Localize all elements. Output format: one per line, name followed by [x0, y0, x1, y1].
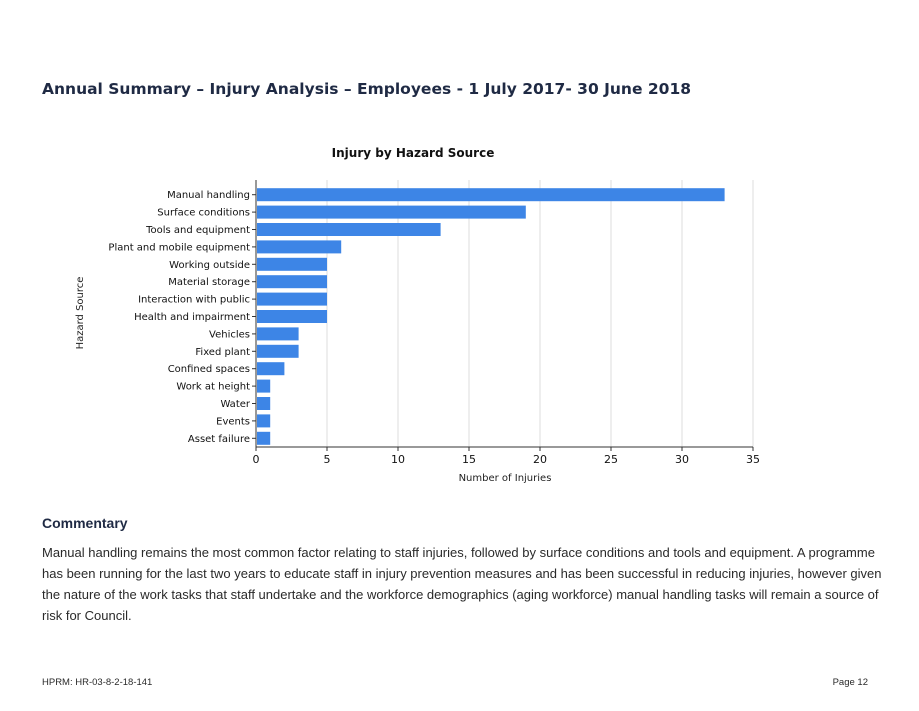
commentary-heading: Commentary	[42, 515, 128, 531]
bars	[257, 188, 725, 445]
commentary-text: Manual handling remains the most common …	[42, 545, 882, 623]
x-tick-label: 15	[462, 453, 476, 466]
y-tick-label: Vehicles	[209, 329, 250, 340]
bar	[257, 344, 299, 358]
y-tick-label: Material storage	[168, 277, 250, 288]
chart-title: Injury by Hazard Source	[332, 146, 495, 160]
x-tick-label: 20	[533, 453, 547, 466]
y-tick-label: Fixed plant	[195, 347, 250, 358]
bar	[257, 310, 327, 323]
y-axis-label: Hazard Source	[75, 277, 86, 350]
bar	[257, 414, 271, 428]
bar	[257, 205, 526, 219]
page-title: Annual Summary – Injury Analysis – Emplo…	[42, 80, 692, 98]
bar	[257, 275, 327, 289]
y-tick-label: Work at height	[176, 382, 250, 393]
y-tick-label: Health and impairment	[134, 312, 250, 323]
axes: 0 5 10 15 20 25 30 35 Manual handling Surface con…	[108, 180, 760, 466]
bar	[257, 257, 327, 271]
x-tick-label: 10	[391, 453, 405, 466]
y-tick-label: Plant and mobile equipment	[108, 242, 250, 253]
bar	[257, 188, 725, 202]
x-tick-label: 25	[604, 453, 618, 466]
y-tick-label: Interaction with public	[138, 295, 250, 306]
bar	[257, 379, 271, 393]
bar	[257, 362, 285, 376]
bar	[257, 292, 327, 306]
y-tick-label: Water	[220, 399, 250, 410]
y-tick-label: Asset failure	[188, 434, 250, 445]
bar	[257, 327, 299, 341]
y-tick-label: Events	[216, 416, 250, 427]
gridlines	[326, 180, 754, 447]
x-tick-label: 0	[253, 453, 260, 466]
document-reference: HPRM: HR-03-8-2-18-141	[42, 677, 153, 688]
bar	[257, 431, 271, 445]
bar	[257, 397, 271, 410]
y-tick-label: Manual handling	[167, 190, 250, 201]
bar	[257, 223, 441, 236]
x-axis-label: Number of Injuries	[459, 473, 552, 484]
y-tick-label: Tools and equipment	[145, 225, 250, 236]
x-tick-label: 5	[324, 453, 331, 466]
y-tick-label: Working outside	[169, 260, 250, 271]
y-tick-label: Surface conditions	[157, 208, 250, 219]
injury-bar-chart: Injury by Hazard Source 0 5 10 15 20 25 30 35 Ma…	[75, 146, 760, 484]
x-tick-label: 35	[746, 453, 760, 466]
y-tick-label: Confined spaces	[168, 364, 250, 375]
x-tick-label: 30	[675, 453, 689, 466]
page-number: Page 12	[832, 677, 868, 688]
bar	[257, 240, 342, 254]
